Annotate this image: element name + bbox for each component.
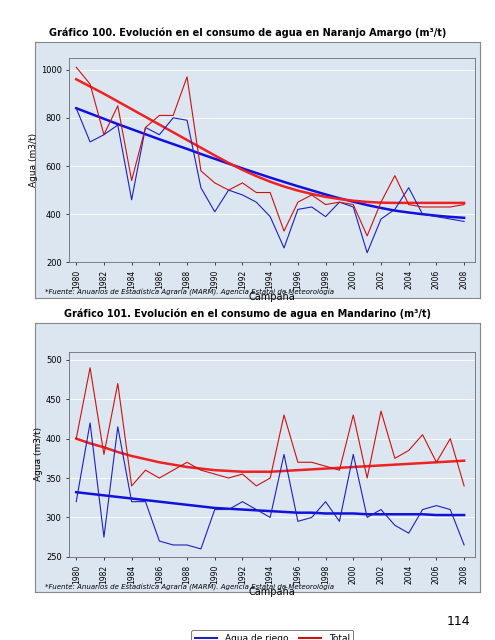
Y-axis label: Agua (m3/t): Agua (m3/t) [34, 428, 43, 481]
Text: Gráfico 100. Evolución en el consumo de agua en Naranjo Amargo (m³/t): Gráfico 100. Evolución en el consumo de … [49, 28, 446, 38]
Text: Gráfico 101. Evolución en el consumo de agua en Mandarino (m³/t): Gráfico 101. Evolución en el consumo de … [64, 308, 431, 319]
Legend: Agua de riego, Total: Agua de riego, Total [191, 630, 353, 640]
Text: *Fuente: Anuarios de Estadística Agraria (MARM). Agencia Estatal de Meteorología: *Fuente: Anuarios de Estadística Agraria… [45, 289, 334, 296]
X-axis label: Campaña: Campaña [249, 587, 296, 596]
Legend: Agua de riego, Total: Agua de riego, Total [191, 336, 353, 352]
Y-axis label: Agua (m3/t): Agua (m3/t) [29, 133, 38, 187]
X-axis label: Campaña: Campaña [249, 292, 296, 302]
Text: 114: 114 [446, 616, 470, 628]
Text: *Fuente: Anuarios de Estadística Agraria (MARM). Agencia Estatal de Meteorología: *Fuente: Anuarios de Estadística Agraria… [45, 584, 334, 591]
